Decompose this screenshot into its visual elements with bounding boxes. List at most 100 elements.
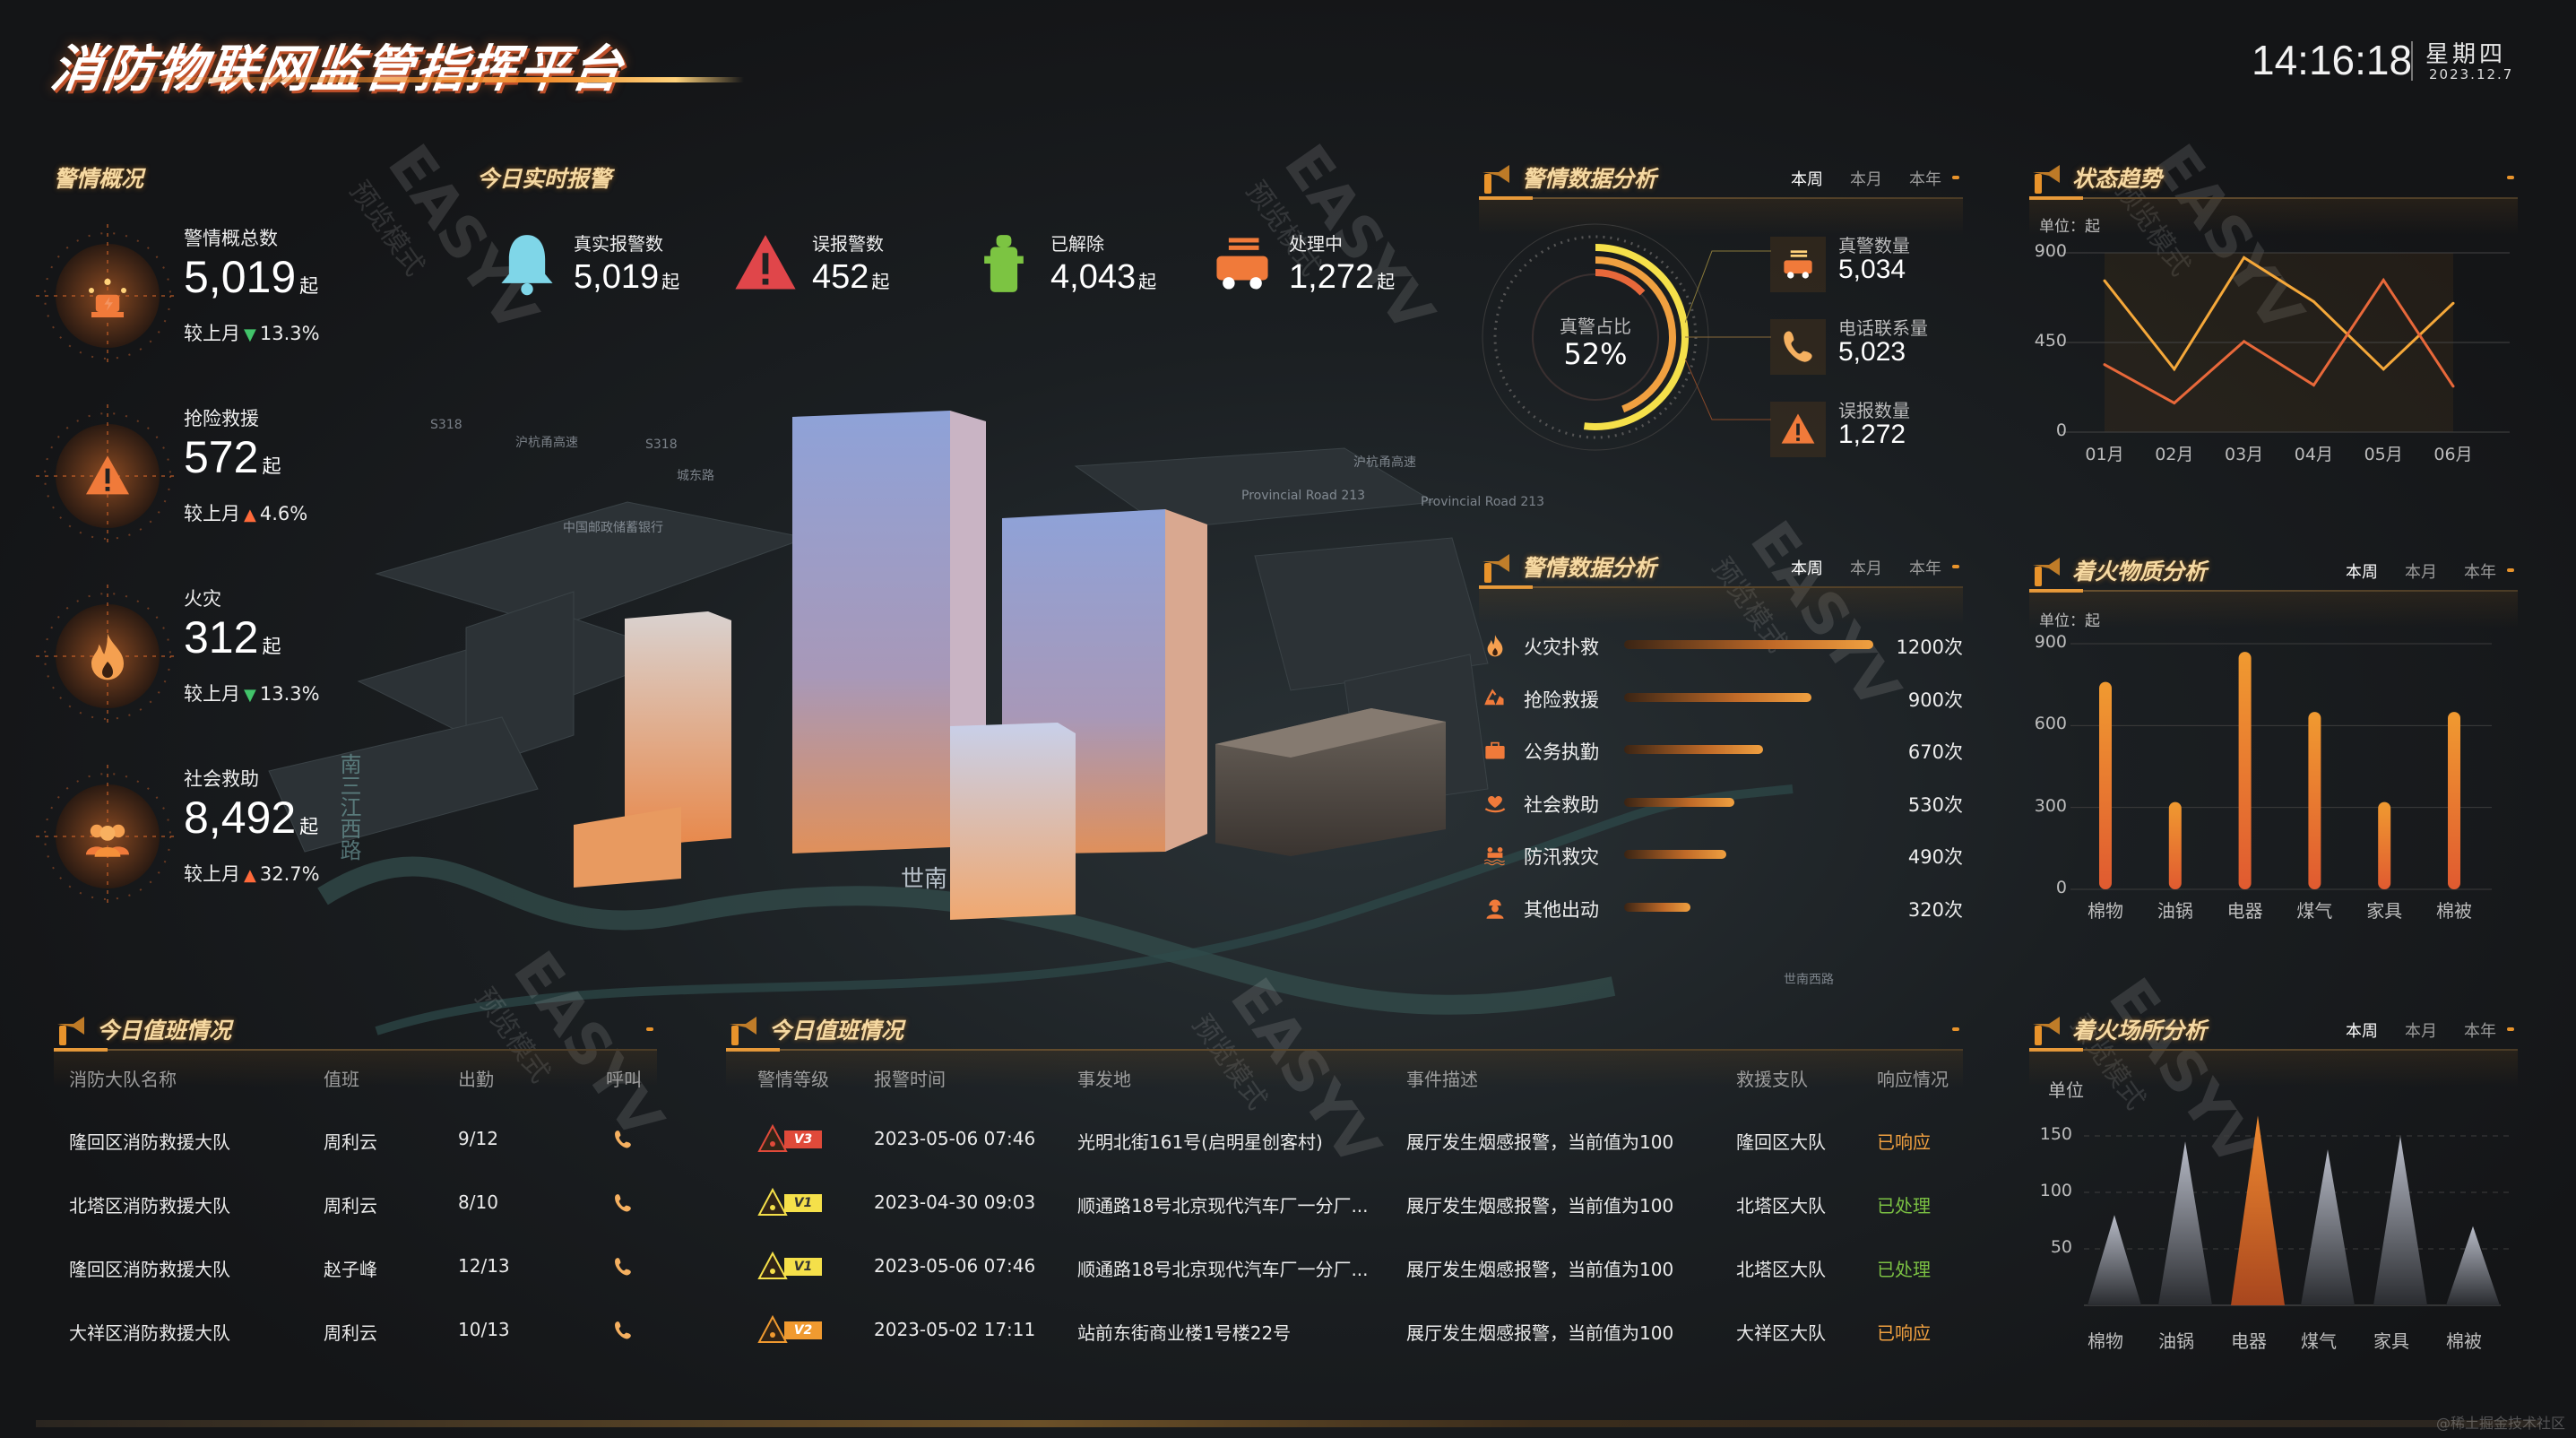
x-tick-label: 家具 [2366, 900, 2403, 922]
more-dots-icon[interactable] [2507, 176, 2514, 179]
value-unit: 起 [262, 637, 281, 657]
bar [2099, 681, 2112, 889]
overview-value: 8,492 起 [184, 792, 318, 844]
column-header: 值班 [324, 1069, 359, 1090]
tab-month[interactable]: 本月 [2405, 563, 2437, 582]
tab-year[interactable]: 本年 [1909, 559, 1941, 578]
level-tag: V1 [784, 1258, 822, 1276]
value-unit: 起 [299, 817, 319, 837]
tab-year[interactable]: 本年 [2464, 563, 2496, 582]
panel-title: 着火场所分析 [2072, 1018, 2208, 1044]
more-dots-icon[interactable] [2507, 568, 2514, 572]
bar [1624, 902, 1691, 912]
excavator-icon [1484, 689, 1504, 705]
tab-week[interactable]: 本周 [2346, 1022, 2378, 1041]
more-dots-icon[interactable] [1952, 565, 1959, 568]
more-dots-icon[interactable] [646, 1027, 653, 1031]
phone-icon[interactable] [611, 1319, 635, 1342]
table-cell: 顺通路18号北京现代汽车厂一分厂... [1077, 1195, 1369, 1217]
table-cell: 展厅发生烟感报警，当前值为100 [1406, 1195, 1674, 1217]
x-tick-label: 煤气 [2296, 900, 2333, 922]
compare-change: 4.6% [259, 503, 308, 524]
table-cell: 隆回区大队 [1736, 1131, 1826, 1153]
table-cell: 展厅发生烟感报警，当前值为100 [1406, 1131, 1674, 1153]
tab-month[interactable]: 本月 [1850, 170, 1882, 189]
arrow-down-icon: ▼ [244, 686, 256, 705]
y-tick-label: 900 [2034, 241, 2067, 261]
warning-icon [86, 455, 129, 495]
triangle-bar [2446, 1226, 2500, 1305]
value-number: 1,272 [1289, 258, 1375, 296]
more-dots-icon[interactable] [2507, 1027, 2514, 1031]
header-underline [54, 1048, 657, 1052]
tab-year[interactable]: 本年 [1909, 170, 1941, 189]
table-cell: 9/12 [458, 1128, 498, 1149]
column-header: 呼叫 [606, 1069, 642, 1090]
value-number: 452 [812, 258, 869, 296]
value-suffix: 次 [1944, 793, 1963, 816]
bar-row: 社会救助 530次 [1479, 785, 1963, 821]
overview-label: 抢险救援 [184, 408, 259, 429]
y-tick-label: 50 [2050, 1237, 2072, 1257]
y-unit-label: 单位 [2048, 1079, 2084, 1101]
phone-icon[interactable] [611, 1128, 635, 1151]
value-unit: 起 [871, 273, 890, 292]
ring-arc-secondary [1595, 256, 1676, 413]
value-number: 5,019 [184, 252, 297, 302]
table-cell: 站前东街商业楼1号楼22号 [1077, 1322, 1292, 1344]
tab-month[interactable]: 本月 [2405, 1022, 2437, 1041]
header-glow [2029, 1051, 2518, 1087]
realtime-item: 真实报警数 5,019 起 [484, 222, 722, 312]
more-dots-icon[interactable] [1952, 176, 1959, 179]
level-tag: V3 [784, 1130, 822, 1148]
table-cell: 隆回区消防救援大队 [69, 1259, 230, 1280]
tab-year[interactable]: 本年 [2464, 1022, 2496, 1041]
table-cell: 北塔区大队 [1736, 1259, 1826, 1280]
map-label: 世南 [901, 866, 948, 893]
tab-month[interactable]: 本月 [1850, 559, 1882, 578]
triangle-bar [2373, 1136, 2427, 1305]
realtime-value: 5,019 起 [574, 258, 679, 297]
title-decoration [63, 77, 744, 82]
bar [2238, 652, 2252, 889]
ring-label: 真警占比 [1560, 316, 1631, 337]
table-cell: 10/13 [458, 1319, 510, 1340]
tab-week[interactable]: 本周 [1791, 170, 1823, 189]
header-glow [54, 1051, 657, 1087]
table-cell: 赵子峰 [324, 1259, 377, 1280]
period-tabs: 本周 本月 本年 [2346, 1018, 2496, 1042]
ring-stat: 误报数量 1,272 [1770, 396, 1967, 468]
value-unit: 起 [1138, 273, 1157, 292]
tab-week[interactable]: 本周 [1791, 559, 1823, 578]
value-number: 900 [1907, 689, 1944, 711]
x-tick-label: 06月 [2433, 445, 2473, 464]
fire-extinguisher-icon [1482, 554, 1509, 583]
overview-value: 5,019 起 [184, 251, 318, 303]
panel-title: 警情数据分析 [1522, 166, 1657, 192]
x-tick-label: 棉物 [2088, 900, 2123, 922]
stat-value: 5,023 [1838, 337, 1906, 367]
more-dots-icon[interactable] [1952, 1027, 1959, 1031]
warning-icon [1781, 413, 1815, 444]
fire-extinguisher-icon [730, 1017, 756, 1045]
bar-row: 公务执勤 670次 [1479, 732, 1963, 768]
y-tick-label: 900 [2034, 632, 2067, 652]
bar-row: 其他出动 320次 [1479, 890, 1963, 926]
value-number: 530 [1907, 793, 1944, 816]
table-cell: 北塔区消防救援大队 [69, 1195, 230, 1217]
header-glow [2029, 592, 2518, 628]
warning-icon [735, 235, 796, 290]
clock-time: 14:16:18 [2252, 37, 2413, 83]
level-tag: V1 [784, 1194, 822, 1212]
table-cell: 展厅发生烟感报警，当前值为100 [1406, 1322, 1674, 1344]
value-suffix: 次 [1944, 637, 1963, 658]
bar-value: 1200次 [1897, 633, 1963, 660]
bar [2378, 801, 2391, 889]
phone-icon[interactable] [611, 1191, 635, 1215]
phone-icon[interactable] [611, 1255, 635, 1278]
tab-week[interactable]: 本周 [2346, 563, 2378, 582]
bar [1624, 640, 1873, 649]
status-text: 已响应 [1877, 1131, 1931, 1153]
panel-title: 今日值班情况 [97, 1018, 232, 1044]
